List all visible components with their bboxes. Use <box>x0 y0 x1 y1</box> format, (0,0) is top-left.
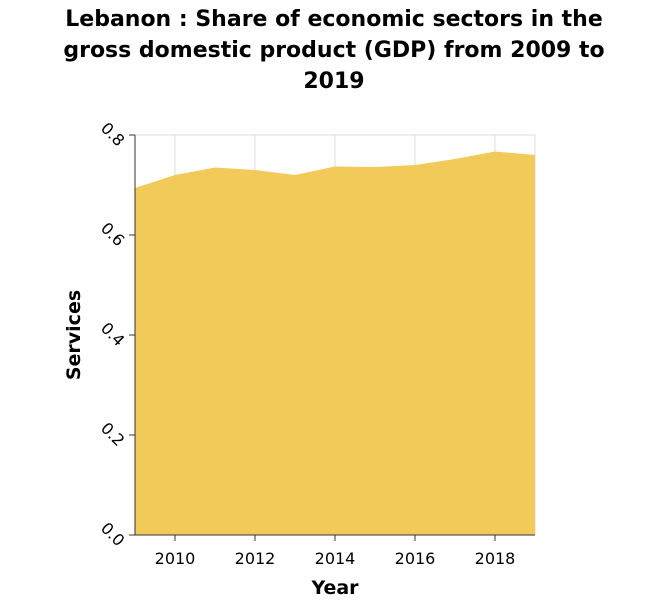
services-area <box>135 151 535 535</box>
y-tick-label: 0.0 <box>97 519 128 550</box>
x-tick-label: 2018 <box>475 549 516 568</box>
x-tick-labels: 2010 2012 2014 2016 2018 <box>155 549 516 568</box>
y-axis-title: Services <box>63 290 85 380</box>
y-tick-label: 0.2 <box>97 419 128 450</box>
y-tick-label: 0.8 <box>97 119 128 150</box>
x-tick-label: 2010 <box>155 549 196 568</box>
chart-title: Lebanon : Share of economic sectors in t… <box>0 4 668 97</box>
x-tick-label: 2016 <box>395 549 436 568</box>
chart-title-line-1: Lebanon : Share of economic sectors in t… <box>65 7 603 32</box>
chart-title-line-3: 2019 <box>303 69 365 94</box>
y-tick-label: 0.4 <box>97 319 128 350</box>
x-axis-title: Year <box>310 577 359 599</box>
x-tick-label: 2014 <box>315 549 356 568</box>
y-tick-label: 0.6 <box>97 219 128 250</box>
x-tick-label: 2012 <box>235 549 276 568</box>
chart-title-line-2: gross domestic product (GDP) from 2009 t… <box>63 38 605 63</box>
y-tick-labels: 0.0 0.2 0.4 0.6 0.8 <box>97 119 128 550</box>
axes <box>129 134 535 541</box>
